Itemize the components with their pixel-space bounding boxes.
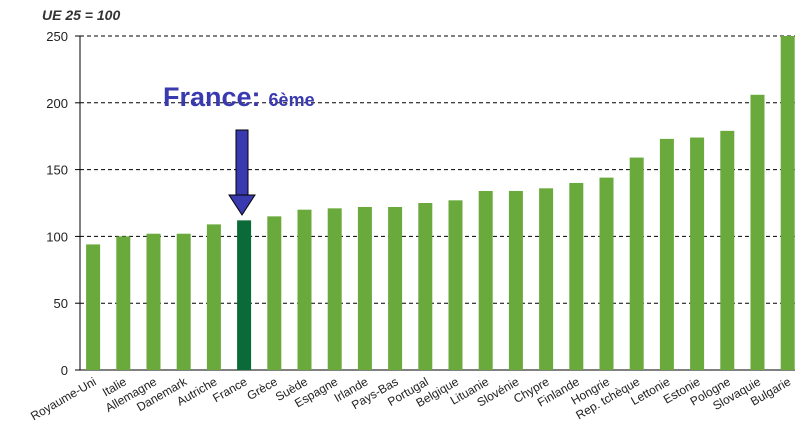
bar xyxy=(599,177,614,370)
y-tick-label: 250 xyxy=(46,29,68,44)
arrow xyxy=(228,129,256,216)
bar xyxy=(418,203,433,370)
bar xyxy=(357,207,372,370)
annotation-text: France: xyxy=(163,82,261,112)
bar xyxy=(448,200,463,370)
y-tick-label: 50 xyxy=(54,296,68,311)
bar xyxy=(659,138,674,370)
bar xyxy=(327,208,342,370)
bar xyxy=(539,188,554,370)
bar xyxy=(86,244,101,370)
bar xyxy=(780,36,795,370)
bar xyxy=(146,233,161,370)
bar xyxy=(750,94,765,370)
y-tick-label: 150 xyxy=(46,163,68,178)
y-tick-label: 0 xyxy=(61,363,68,378)
bar xyxy=(267,216,282,370)
bar xyxy=(176,233,191,370)
y-tick-label: 100 xyxy=(46,229,68,244)
bar xyxy=(388,207,403,370)
bar xyxy=(629,157,644,370)
bar xyxy=(237,220,252,370)
bar xyxy=(508,190,523,370)
chart-subtitle: UE 25 = 100 xyxy=(42,7,120,23)
x-tick-label: Grèce xyxy=(244,374,280,403)
annotation-detail: 6ème xyxy=(269,90,315,110)
bar xyxy=(116,236,131,370)
x-tick-label: France xyxy=(210,374,250,405)
annotation: France: 6ème xyxy=(163,82,315,112)
bar xyxy=(569,182,584,370)
bar xyxy=(720,130,735,370)
y-tick-label: 200 xyxy=(46,96,68,111)
bar xyxy=(297,209,312,370)
bar xyxy=(478,190,493,370)
bar xyxy=(206,224,221,370)
bar xyxy=(690,137,705,370)
x-tick-label: Royaume-Uni xyxy=(28,374,99,423)
